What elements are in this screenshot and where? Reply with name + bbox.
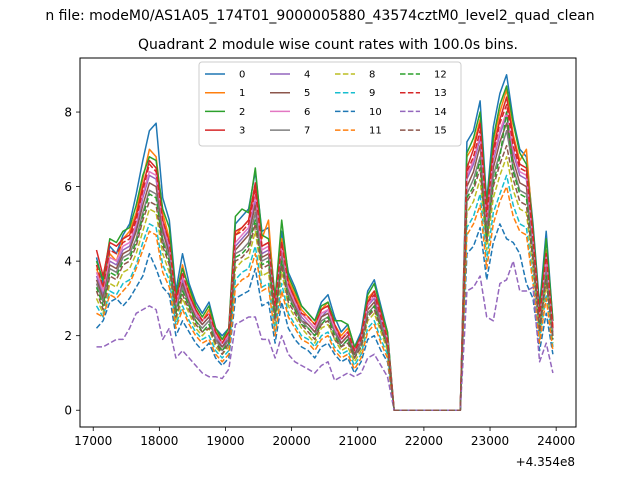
series-line-6 bbox=[95, 111, 554, 411]
x-axis: 17000 18000 19000 20000 21000 22000 23000 24000 bbox=[74, 427, 575, 448]
x-tick-label-20000: 20000 bbox=[273, 434, 311, 448]
y-axis: 0 2 4 6 8 bbox=[64, 106, 80, 418]
legend-label-9: 9 bbox=[369, 88, 375, 99]
legend-label-8: 8 bbox=[369, 70, 375, 81]
series-line-12 bbox=[95, 111, 554, 411]
series-line-10 bbox=[95, 223, 554, 411]
chart-title: Quadrant 2 module wise count rates with … bbox=[138, 37, 518, 53]
x-tick-label-24000: 24000 bbox=[537, 434, 575, 448]
series-line-2 bbox=[95, 85, 554, 411]
plot-frame bbox=[79, 57, 577, 428]
series-line-14 bbox=[96, 260, 554, 411]
series-layer bbox=[95, 74, 554, 411]
legend-label-1: 1 bbox=[239, 88, 245, 99]
legend-label-0: 0 bbox=[239, 70, 245, 81]
y-tick-label-4: 4 bbox=[64, 255, 72, 269]
legend-label-12: 12 bbox=[434, 70, 447, 81]
y-tick-label-0: 0 bbox=[64, 404, 72, 418]
x-tick-label-21000: 21000 bbox=[339, 434, 377, 448]
legend-label-13: 13 bbox=[434, 88, 447, 99]
x-tick-label-18000: 18000 bbox=[140, 434, 178, 448]
x-offset-label: +4.354e8 bbox=[516, 455, 575, 469]
legend-box bbox=[198, 61, 462, 147]
legend-label-11: 11 bbox=[369, 126, 382, 137]
y-tick-label-6: 6 bbox=[64, 180, 72, 194]
legend-label-4: 4 bbox=[304, 70, 310, 81]
x-tick-label-23000: 23000 bbox=[471, 434, 509, 448]
series-line-9 bbox=[95, 174, 554, 411]
x-tick-label-19000: 19000 bbox=[206, 434, 244, 448]
legend-label-2: 2 bbox=[239, 107, 245, 118]
legend-label-3: 3 bbox=[239, 126, 245, 137]
x-tick-label-22000: 22000 bbox=[405, 434, 443, 448]
legend-label-15: 15 bbox=[434, 126, 447, 137]
legend-label-5: 5 bbox=[304, 88, 310, 99]
legend-label-10: 10 bbox=[369, 107, 382, 118]
x-tick-label-17000: 17000 bbox=[74, 434, 112, 448]
legend-label-7: 7 bbox=[304, 126, 310, 137]
y-tick-label-8: 8 bbox=[64, 106, 72, 120]
figure-suptitle: n file: modeM0/AS1A05_174T01_9000005880_… bbox=[45, 8, 594, 24]
legend-label-14: 14 bbox=[434, 107, 447, 118]
series-line-13 bbox=[95, 103, 554, 411]
y-tick-label-2: 2 bbox=[64, 329, 72, 343]
legend-label-6: 6 bbox=[304, 107, 310, 118]
